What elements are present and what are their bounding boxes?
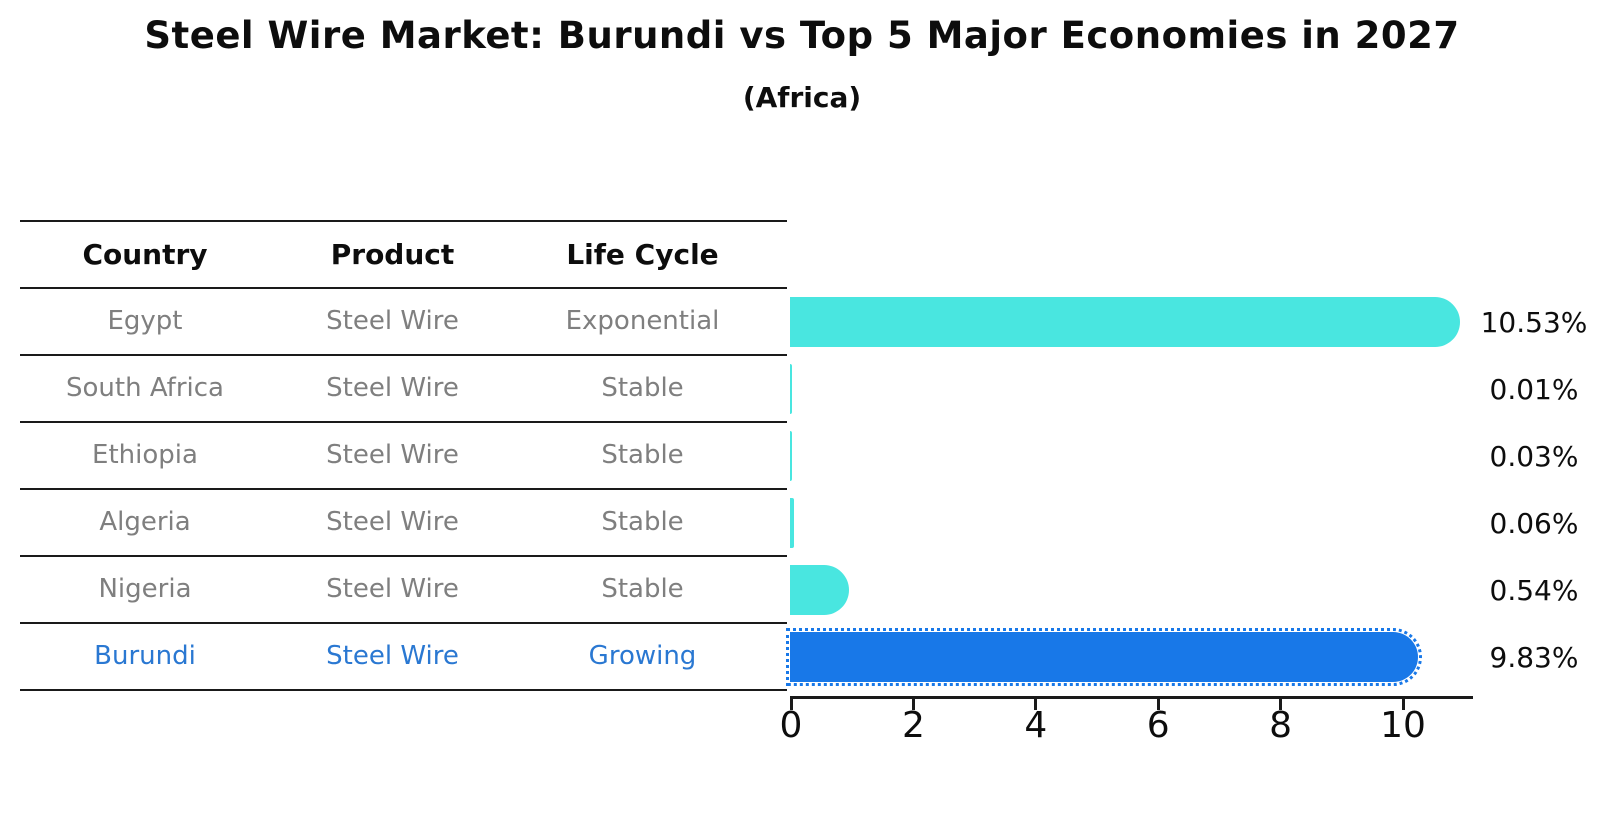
cell-life-cycle: Stable bbox=[601, 373, 684, 403]
x-axis-tick-label-0: 0 bbox=[779, 705, 803, 746]
cell-product: Steel Wire bbox=[326, 306, 459, 336]
cell-country: Egypt bbox=[107, 306, 183, 336]
x-axis-tick-6 bbox=[1156, 698, 1160, 710]
value-label-ethiopia: 0.03% bbox=[1489, 439, 1579, 473]
cell-product: Steel Wire bbox=[326, 373, 459, 403]
value-label-south-africa: 0.01% bbox=[1489, 372, 1579, 406]
value-label-burundi: 9.83% bbox=[1489, 640, 1579, 674]
bar-egypt bbox=[790, 297, 1461, 347]
bar-ethiopia bbox=[790, 431, 792, 481]
table-row-algeria: Algeria Steel Wire Stable bbox=[20, 490, 787, 557]
x-axis-tick-label-10: 10 bbox=[1380, 705, 1426, 746]
cell-country: Burundi bbox=[94, 641, 196, 671]
x-axis-tick-label-8: 8 bbox=[1269, 705, 1293, 746]
chart-subtitle: (Africa) bbox=[742, 81, 862, 114]
x-axis-tick-label-4: 4 bbox=[1024, 705, 1048, 746]
bar-algeria bbox=[790, 498, 794, 548]
cell-life-cycle: Growing bbox=[588, 641, 697, 671]
bar-south-africa bbox=[790, 364, 792, 414]
x-axis-line bbox=[790, 696, 1473, 699]
cell-country: Algeria bbox=[99, 507, 191, 537]
cell-product: Steel Wire bbox=[326, 507, 459, 537]
cell-country: Nigeria bbox=[98, 574, 192, 604]
value-label-egypt: 10.53% bbox=[1480, 305, 1588, 339]
table-row-nigeria: Nigeria Steel Wire Stable bbox=[20, 557, 787, 624]
table-header-product: Product bbox=[330, 238, 455, 271]
cell-country: South Africa bbox=[66, 373, 224, 403]
cell-country: Ethiopia bbox=[92, 440, 198, 470]
x-axis-tick-label-2: 2 bbox=[901, 705, 925, 746]
table-row-ethiopia: Ethiopia Steel Wire Stable bbox=[20, 423, 787, 490]
bar-burundi bbox=[786, 628, 1422, 686]
table-header-life-cycle: Life Cycle bbox=[566, 238, 719, 271]
cell-product: Steel Wire bbox=[326, 641, 459, 671]
cell-product: Steel Wire bbox=[326, 440, 459, 470]
x-axis-tick-label-6: 6 bbox=[1146, 705, 1170, 746]
table-header-country: Country bbox=[82, 238, 208, 271]
x-axis-tick-10 bbox=[1401, 698, 1405, 710]
x-axis-tick-2 bbox=[911, 698, 915, 710]
value-label-nigeria: 0.54% bbox=[1489, 573, 1579, 607]
market-table: Country Product Life Cycle Egypt Steel Wire E… bbox=[20, 220, 787, 691]
cell-life-cycle: Stable bbox=[601, 574, 684, 604]
x-axis-tick-8 bbox=[1279, 698, 1283, 710]
table-header-row: Country Product Life Cycle bbox=[20, 222, 787, 289]
cell-product: Steel Wire bbox=[326, 574, 459, 604]
chart-title: Steel Wire Market: Burundi vs Top 5 Majo… bbox=[144, 14, 1460, 57]
table-row-burundi: Burundi Steel Wire Growing bbox=[20, 624, 787, 691]
bar-nigeria bbox=[790, 565, 850, 615]
x-axis-tick-0 bbox=[789, 698, 793, 710]
value-label-algeria: 0.06% bbox=[1489, 506, 1579, 540]
cell-life-cycle: Exponential bbox=[565, 306, 720, 336]
table-row-egypt: Egypt Steel Wire Exponential bbox=[20, 289, 787, 356]
cell-life-cycle: Stable bbox=[601, 440, 684, 470]
x-axis-tick-4 bbox=[1034, 698, 1038, 710]
table-row-south-africa: South Africa Steel Wire Stable bbox=[20, 356, 787, 423]
cell-life-cycle: Stable bbox=[601, 507, 684, 537]
